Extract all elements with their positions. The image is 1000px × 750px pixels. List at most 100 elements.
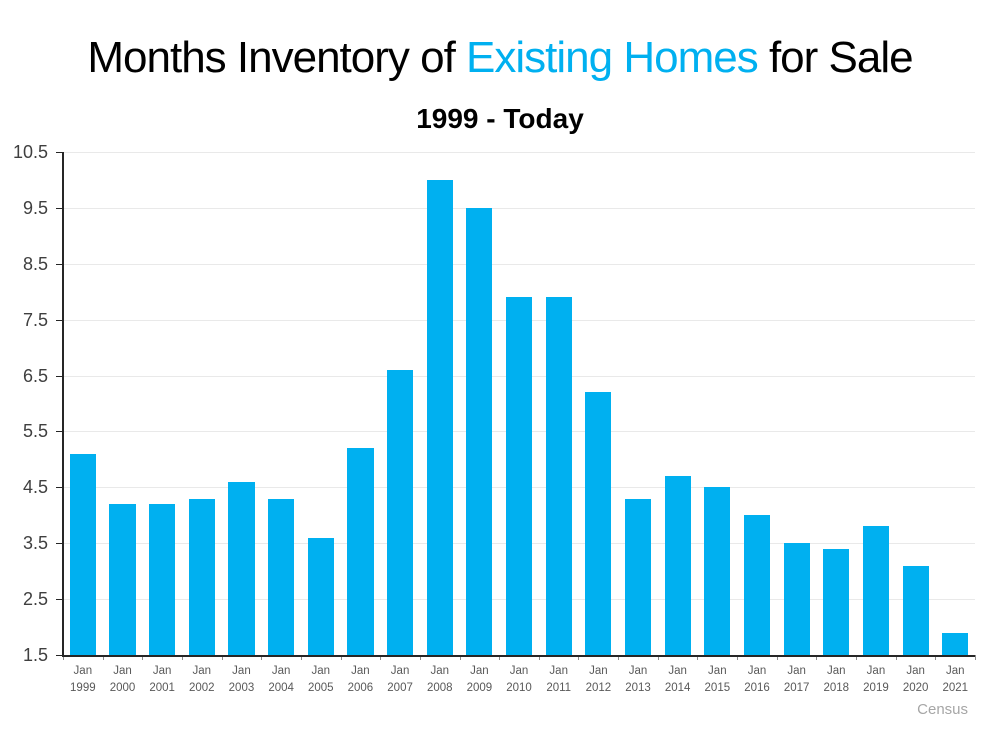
y-axis-tick-mark [56,152,63,153]
bar-slot: Jan 2014 [658,152,698,694]
gridline [63,152,975,153]
bar-slot: Jan 2001 [142,152,182,694]
y-axis-tick-label: 1.5 [22,645,48,665]
x-label-year: 2005 [307,682,334,694]
bar-slot: Jan 2010 [499,152,539,694]
x-axis-tick-mark [895,655,897,660]
x-axis-tick-mark [300,655,302,660]
bar [862,526,890,655]
bar-slot: Jan 2003 [222,152,262,694]
y-axis-tick-mark [56,263,63,265]
chart-subtitle: 1999 - Today [416,103,584,134]
x-axis-tick-label: Jan 2012 [579,655,619,697]
y-axis-tick-label: 10.5 [12,142,48,162]
bar [307,537,334,655]
y-axis-tick-mark [56,207,63,209]
gridline [63,263,975,265]
chart-title-suffix: for Sale [757,33,914,82]
y-axis-tick-mark [56,431,63,433]
bar [783,543,810,655]
x-label-year: 2018 [823,682,850,694]
x-axis-tick-mark [776,655,778,660]
x-label-year: 2006 [347,682,374,694]
bar-slot: Jan 2004 [261,152,301,694]
bar [426,179,453,655]
x-label-year: 2013 [625,682,651,694]
x-label-month: Jan [470,665,489,677]
x-label-month: Jan [311,665,331,677]
bar [704,487,731,655]
x-axis-tick-mark [221,655,223,660]
x-label-month: Jan [668,665,687,677]
x-axis-tick-mark [63,655,64,660]
x-label-year: 2010 [506,682,532,694]
x-axis-tick-label: Jan 2017 [777,655,817,697]
x-axis-tick-label: Jan 2007 [380,655,420,697]
x-label-month: Jan [152,665,172,677]
x-axis-tick-mark [975,655,976,660]
x-label-year: 2008 [426,682,453,694]
x-label-year: 2009 [466,682,493,694]
x-axis-tick-mark [142,655,144,660]
y-axis-tick-label: 4.5 [22,477,48,498]
gridline [63,207,975,209]
x-label-month: Jan [628,665,648,677]
x-label-year: 2001 [149,682,175,694]
x-label-month: Jan [430,665,449,677]
x-label-month: Jan [708,665,727,677]
x-axis-tick-mark [538,655,540,660]
bar-slot: Jan 2016 [737,152,777,694]
x-label-year: 2019 [863,682,889,694]
bar [188,498,215,655]
chart-title: Months Inventory of Existing Homes for S… [0,33,1000,83]
x-axis-tick-label: Jan 2003 [222,655,262,697]
bar [823,548,850,655]
x-axis-tick-mark [816,655,818,660]
x-label-month: Jan [549,665,568,677]
x-label-year: 2002 [189,682,215,694]
x-axis-tick-label: Jan 2004 [261,655,301,697]
bar [386,369,414,655]
x-axis-tick-label: Jan 2013 [618,655,658,697]
x-label-year: 2015 [704,682,731,694]
y-axis-tick-label: 8.5 [22,253,48,274]
x-label-month: Jan [73,665,93,677]
x-axis-tick-mark [102,655,104,660]
bar-slot: Jan 2012 [579,152,619,694]
bar [942,632,969,655]
bar [624,498,652,655]
x-axis-tick-mark [380,655,382,660]
bar [505,297,533,655]
x-axis-tick-label: Jan 2006 [341,655,381,697]
bar-slot: Jan 2000 [103,152,143,694]
x-axis-tick-mark [578,655,580,660]
bar [109,504,136,655]
y-axis-tick-mark [56,655,63,656]
x-label-year: 2007 [387,682,413,694]
x-axis-tick-mark [935,655,937,660]
bar-slot: Jan 2002 [182,152,222,694]
x-label-year: 2000 [109,682,136,694]
x-label-year: 2020 [902,682,929,694]
source-label: Census [917,701,968,718]
bar-slot: Jan 2021 [935,152,975,694]
x-axis-tick-mark [697,655,699,660]
x-axis-tick-label: Jan 2020 [896,655,936,697]
x-label-month: Jan [945,665,965,677]
y-axis-tick-mark [56,543,63,545]
bar-slot: Jan 2009 [460,152,500,694]
y-axis-tick-label: 3.5 [22,533,48,554]
bar-slot: Jan 2013 [618,152,658,694]
bar-slot: Jan 2017 [777,152,817,694]
x-label-year: 2011 [546,682,572,694]
x-label-month: Jan [589,665,608,677]
bar-chart: Jan 1999 Jan 2000 Jan 2001 Jan 2002 Jan 2003 Jan 20… [56,152,976,694]
x-axis-line [62,655,975,657]
x-axis-tick-label: Jan 2005 [301,655,341,697]
x-label-month: Jan [113,665,132,677]
x-axis-tick-mark [499,655,501,660]
bar [585,392,612,655]
x-axis-tick-label: Jan 2015 [698,655,738,697]
x-axis-tick-label: Jan 2016 [737,655,777,697]
